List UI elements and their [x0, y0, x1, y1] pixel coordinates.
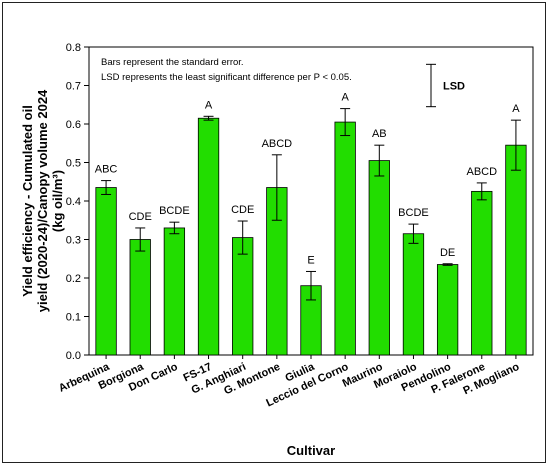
lsd-bar: [426, 63, 436, 108]
y-axis-title-line: (kg oil/m³): [50, 170, 65, 232]
y-tick-label: 0.3: [66, 235, 81, 247]
annotation-standard-error: Bars represent the standard error.: [101, 57, 244, 68]
bar-borgiona: [129, 239, 151, 356]
y-tick-label: 0.8: [66, 42, 81, 54]
significance-label: ABC: [95, 164, 118, 176]
bar-p-mogliano: [505, 144, 527, 356]
y-tick-label: 0.2: [66, 273, 81, 285]
bars: [95, 117, 527, 356]
bar-maurino: [368, 160, 390, 356]
x-axis-title: Cultivar: [287, 443, 335, 458]
significance-label: A: [512, 103, 520, 115]
chart-frame: 0.0 0.1 0.2 0.3 0.4 0.5 0.6 0.7 0.8 ABC CDE BCDE A C…: [2, 2, 546, 463]
y-axis-title: Yield efficiency - Cumulated oilyield (2…: [20, 89, 65, 312]
significance-label: ABCD: [466, 166, 497, 178]
bar-fs-17: [197, 117, 220, 356]
bar-leccio-del-corno: [334, 121, 356, 356]
bar-pendolino: [436, 264, 459, 356]
y-axis-ticks: 0.0 0.1 0.2 0.3 0.4 0.5 0.6 0.7 0.8: [66, 42, 89, 362]
y-tick-label: 0.1: [66, 312, 81, 324]
bar-don-carlo: [163, 227, 186, 356]
significance-label: A: [341, 92, 349, 104]
significance-label: DE: [440, 247, 455, 259]
significance-label: ABCD: [262, 138, 293, 150]
y-tick-label: 0.5: [66, 158, 81, 170]
significance-label: E: [307, 254, 314, 266]
annotation-lsd: LSD represents the least significant dif…: [101, 72, 352, 83]
y-axis-title-line: Yield efficiency - Cumulated oil: [20, 105, 35, 297]
bar-chart: 0.0 0.1 0.2 0.3 0.4 0.5 0.6 0.7 0.8 ABC CDE BCDE A C…: [20, 42, 534, 458]
significance-label: CDE: [129, 211, 152, 223]
y-tick-label: 0.4: [66, 196, 81, 208]
y-tick-label: 0.0: [66, 350, 81, 362]
y-tick-label: 0.6: [66, 119, 81, 131]
significance-label: BCDE: [398, 207, 429, 219]
y-axis-title-line: yield (2020-24)/Canopy volume 2024: [35, 89, 50, 312]
y-tick-label: 0.7: [66, 81, 81, 93]
lsd-label: LSD: [443, 81, 465, 93]
significance-label: CDE: [231, 204, 254, 216]
error-bars: [101, 108, 521, 301]
significance-labels: ABC CDE BCDE A CDE ABCD E A AB BCDE DE ABCD A: [95, 92, 520, 267]
bar-moraiolo: [402, 233, 425, 356]
bar-g-anghiari: [232, 237, 254, 356]
bar-p-falerone: [471, 190, 493, 356]
significance-label: A: [205, 99, 213, 111]
significance-label: BCDE: [159, 205, 190, 217]
significance-label: AB: [372, 128, 387, 140]
bar-arbequina: [95, 187, 117, 356]
